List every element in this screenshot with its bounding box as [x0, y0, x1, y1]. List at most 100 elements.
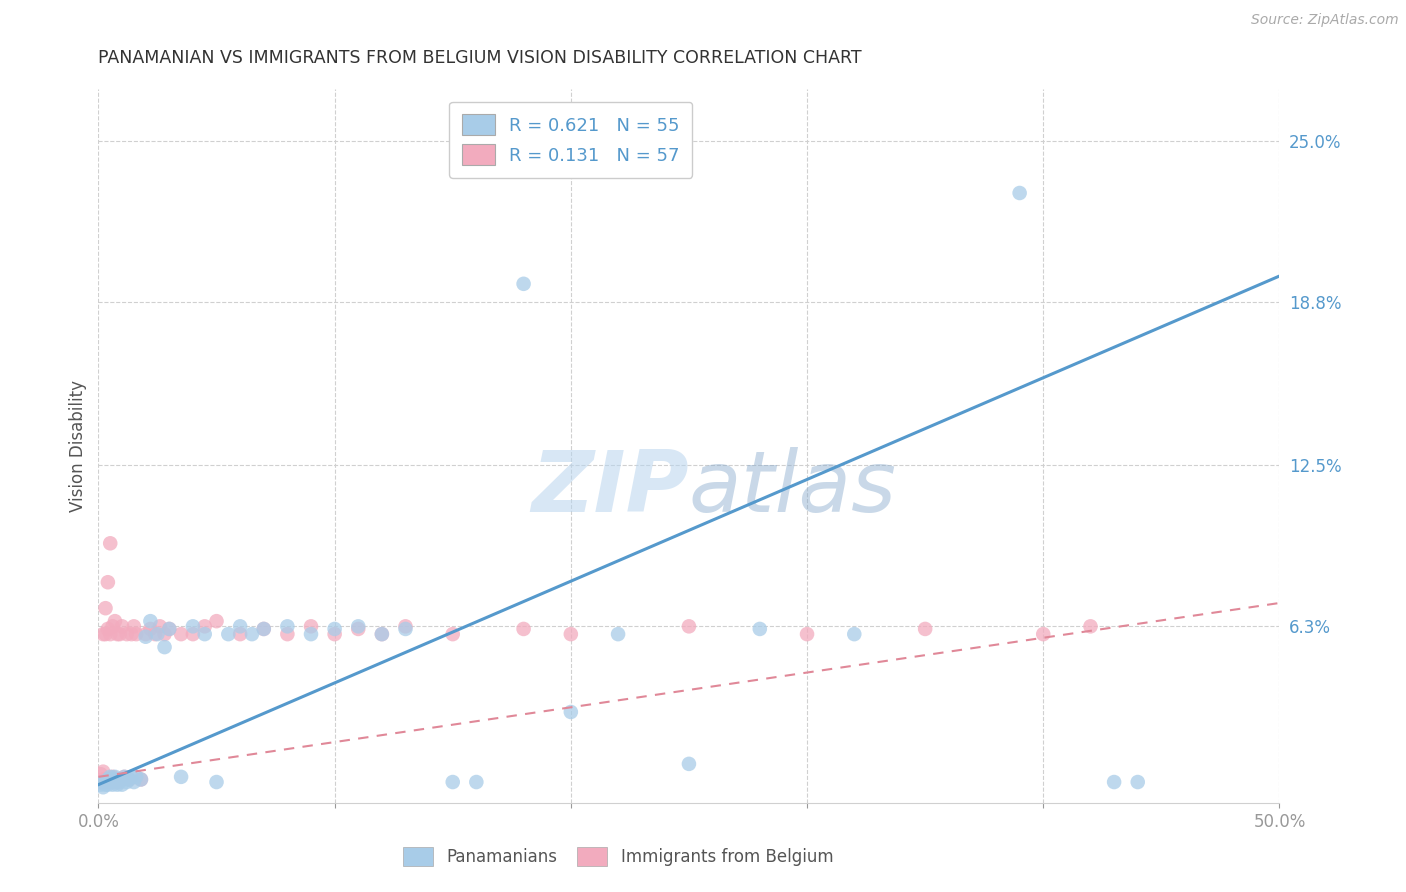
- Point: [97, 622, 120, 636]
- Point: [94, 601, 117, 615]
- Point: [118, 772, 141, 787]
- Point: [512, 622, 534, 636]
- Point: [97, 772, 120, 787]
- Point: [153, 627, 176, 641]
- Point: [371, 627, 394, 641]
- Point: [90, 767, 112, 781]
- Point: [108, 775, 131, 789]
- Point: [1126, 775, 1149, 789]
- Point: [139, 622, 162, 636]
- Point: [149, 619, 172, 633]
- Point: [153, 640, 176, 654]
- Point: [560, 705, 582, 719]
- Point: [91, 775, 114, 789]
- Point: [121, 627, 143, 641]
- Point: [98, 627, 121, 641]
- Text: atlas: atlas: [689, 447, 897, 531]
- Point: [607, 627, 630, 641]
- Point: [844, 627, 866, 641]
- Point: [914, 622, 936, 636]
- Point: [276, 619, 298, 633]
- Point: [181, 627, 204, 641]
- Point: [105, 778, 128, 792]
- Point: [229, 619, 252, 633]
- Point: [122, 619, 145, 633]
- Point: [108, 772, 131, 787]
- Point: [441, 627, 464, 641]
- Point: [101, 770, 124, 784]
- Point: [121, 770, 143, 784]
- Point: [678, 756, 700, 771]
- Point: [748, 622, 770, 636]
- Point: [94, 775, 117, 789]
- Point: [90, 775, 112, 789]
- Point: [118, 772, 141, 787]
- Point: [229, 627, 252, 641]
- Point: [104, 770, 127, 784]
- Point: [115, 627, 138, 641]
- Point: [94, 778, 117, 792]
- Point: [1008, 186, 1031, 200]
- Point: [111, 619, 134, 633]
- Point: [115, 775, 138, 789]
- Point: [170, 627, 193, 641]
- Point: [105, 772, 128, 787]
- Point: [91, 764, 114, 779]
- Point: [101, 778, 124, 792]
- Point: [146, 627, 169, 641]
- Point: [560, 627, 582, 641]
- Point: [299, 619, 322, 633]
- Point: [104, 614, 127, 628]
- Point: [323, 622, 346, 636]
- Point: [101, 619, 124, 633]
- Point: [796, 627, 818, 641]
- Point: [125, 627, 148, 641]
- Point: [181, 619, 204, 633]
- Point: [111, 772, 134, 787]
- Point: [240, 627, 263, 641]
- Point: [122, 775, 145, 789]
- Text: ZIP: ZIP: [531, 447, 689, 531]
- Point: [98, 775, 121, 789]
- Point: [129, 772, 152, 787]
- Point: [253, 622, 276, 636]
- Point: [194, 619, 217, 633]
- Point: [104, 775, 127, 789]
- Point: [143, 627, 166, 641]
- Point: [94, 775, 117, 789]
- Point: [157, 622, 180, 636]
- Point: [111, 772, 134, 787]
- Point: [135, 630, 157, 644]
- Point: [98, 770, 121, 784]
- Point: [97, 775, 120, 789]
- Point: [105, 627, 128, 641]
- Point: [91, 627, 114, 641]
- Text: Source: ZipAtlas.com: Source: ZipAtlas.com: [1251, 13, 1399, 28]
- Point: [101, 772, 124, 787]
- Point: [112, 770, 135, 784]
- Point: [104, 775, 127, 789]
- Point: [157, 622, 180, 636]
- Point: [97, 575, 120, 590]
- Point: [139, 614, 162, 628]
- Point: [205, 614, 228, 628]
- Point: [253, 622, 276, 636]
- Point: [98, 775, 121, 789]
- Point: [394, 622, 416, 636]
- Point: [1032, 627, 1054, 641]
- Point: [1102, 775, 1125, 789]
- Point: [94, 627, 117, 641]
- Point: [111, 778, 134, 792]
- Point: [1080, 619, 1102, 633]
- Point: [678, 619, 700, 633]
- Point: [170, 770, 193, 784]
- Point: [135, 627, 157, 641]
- Point: [347, 619, 370, 633]
- Point: [276, 627, 298, 641]
- Point: [217, 627, 239, 641]
- Point: [97, 778, 120, 792]
- Point: [323, 627, 346, 641]
- Point: [205, 775, 228, 789]
- Point: [98, 536, 121, 550]
- Point: [465, 775, 488, 789]
